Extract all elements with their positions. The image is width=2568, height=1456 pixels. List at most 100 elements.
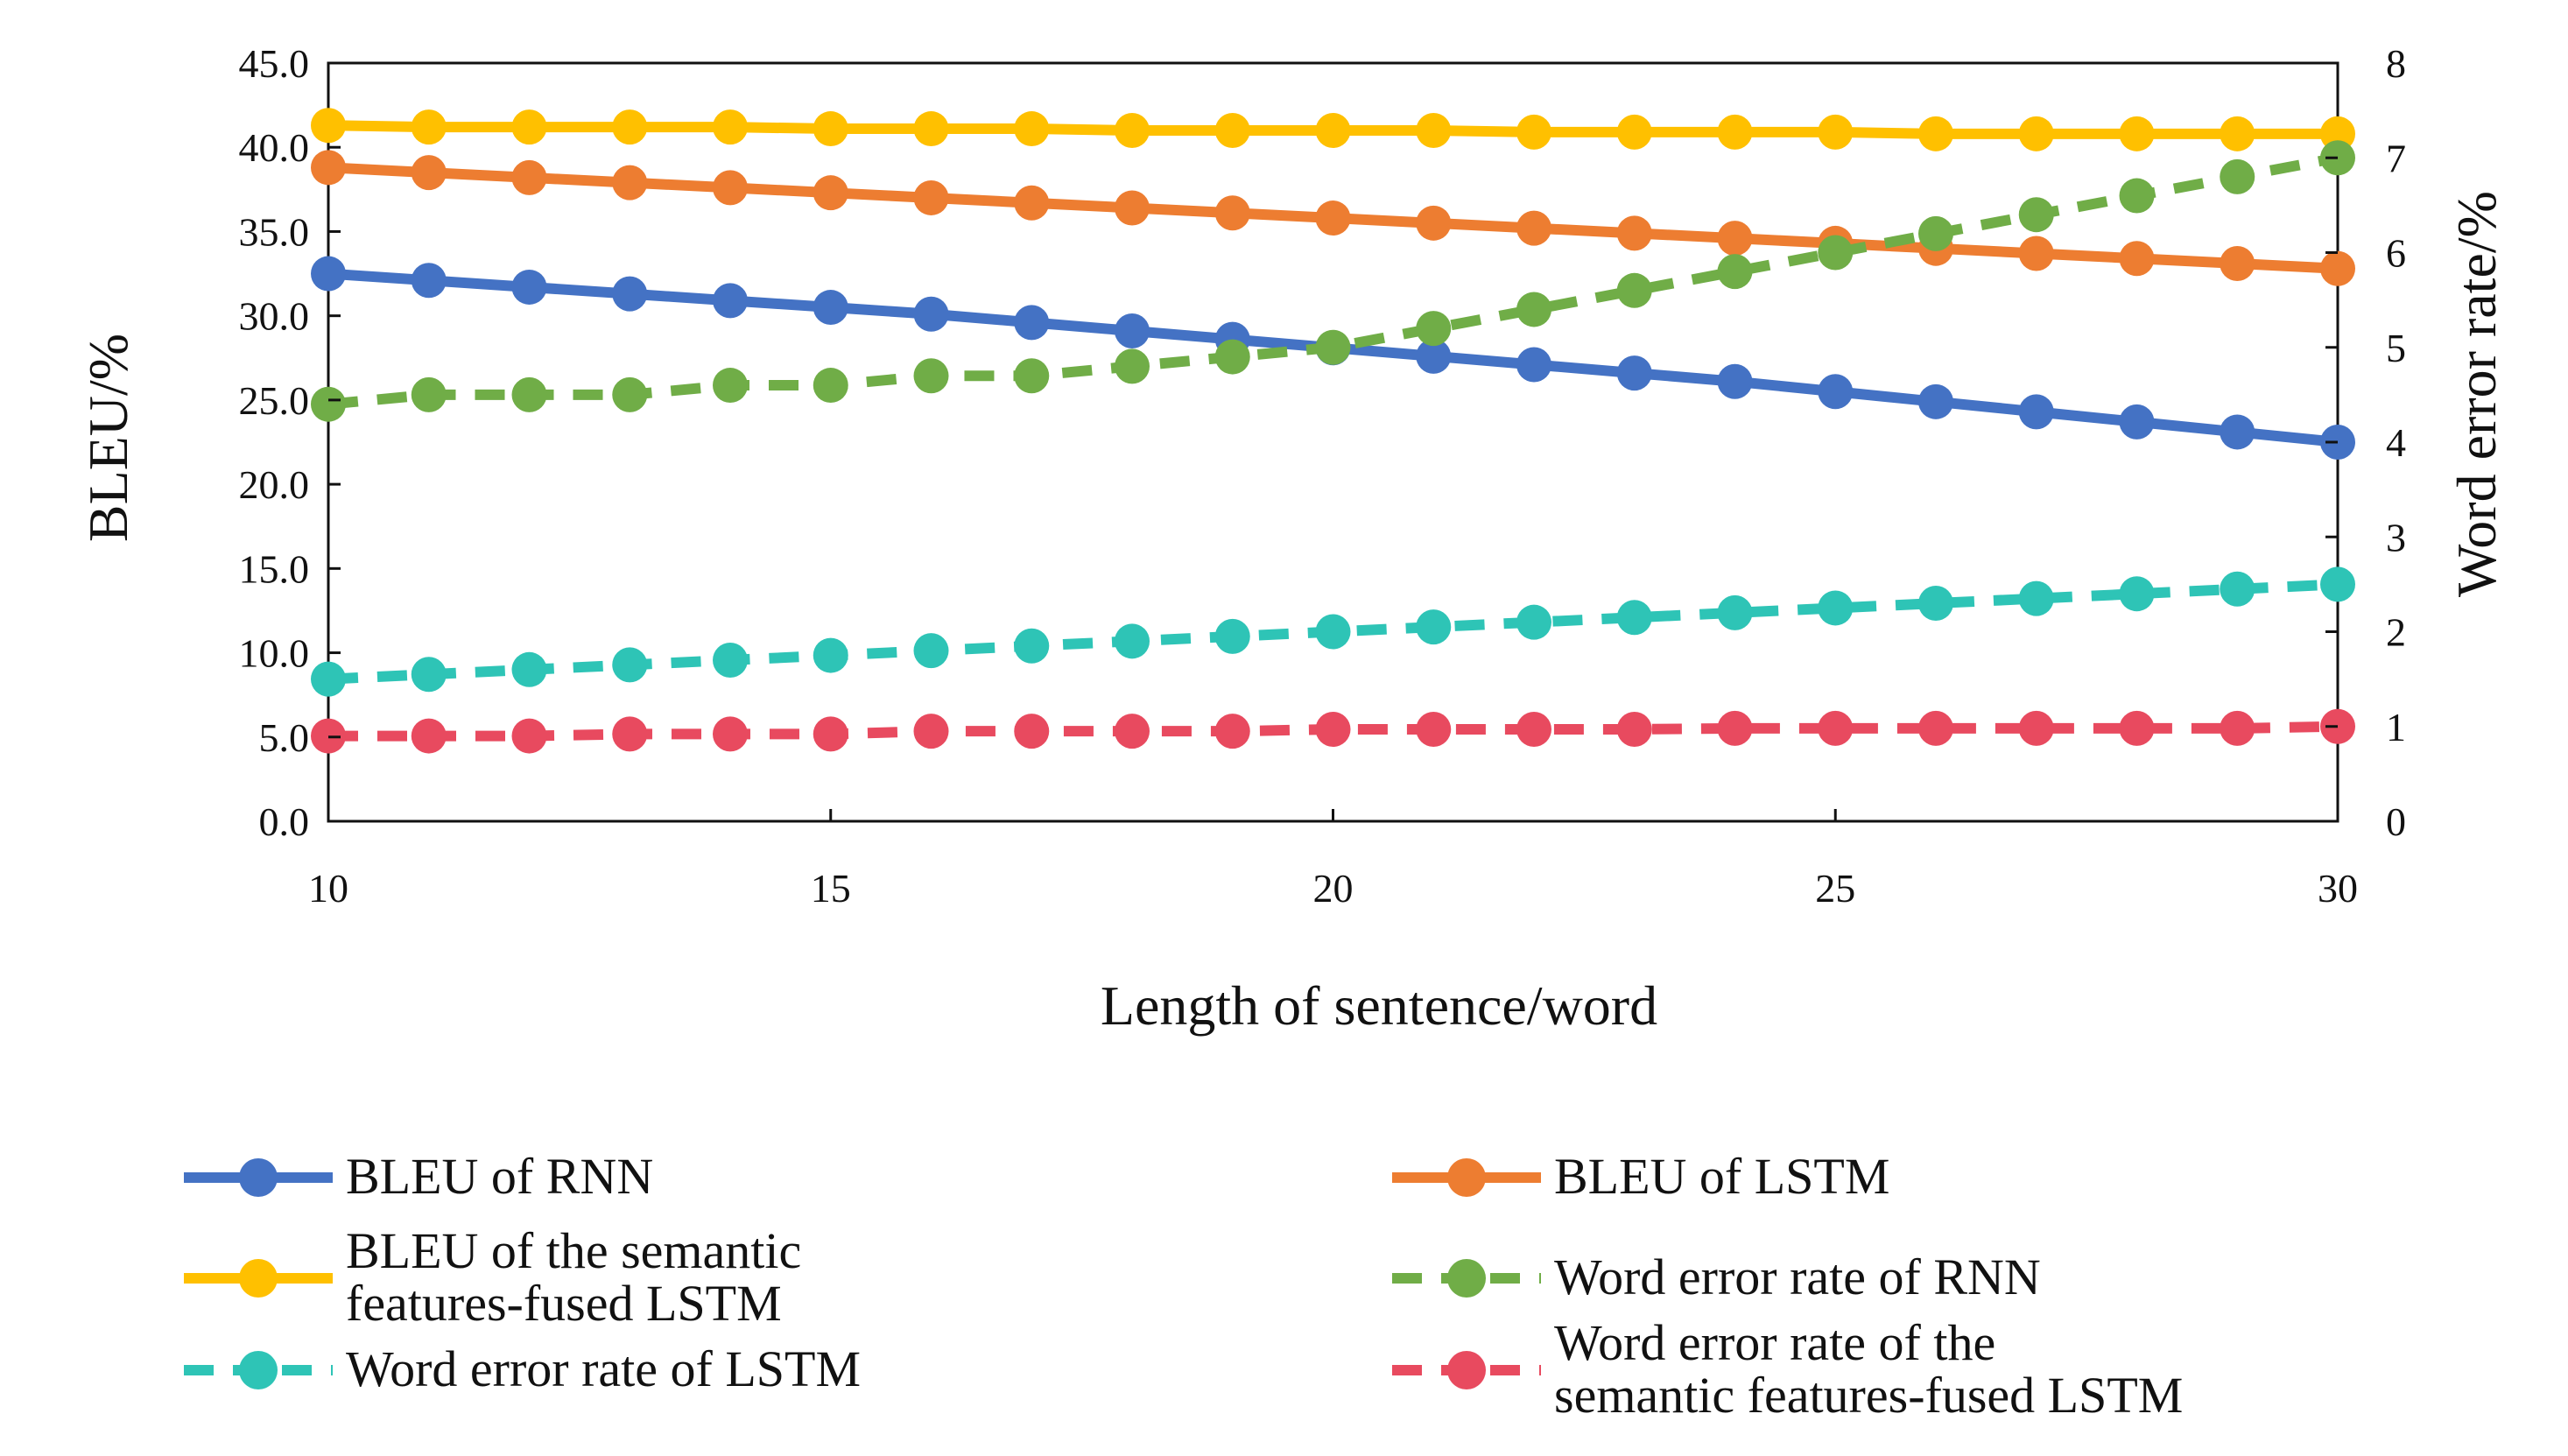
data-point xyxy=(1616,215,1652,251)
y-left-tick-label: 20.0 xyxy=(239,462,310,507)
data-point xyxy=(411,155,447,191)
data-point xyxy=(1014,358,1050,394)
data-point xyxy=(1516,604,1551,640)
legend-item: Word error rate of RNN xyxy=(1392,1249,2041,1305)
data-point xyxy=(311,386,346,422)
data-point xyxy=(1416,609,1452,645)
data-point xyxy=(1014,305,1050,341)
data-point xyxy=(2018,197,2054,233)
data-point xyxy=(1616,114,1652,150)
data-point xyxy=(1214,112,1250,148)
data-point xyxy=(612,647,648,683)
y-right-tick-label: 7 xyxy=(2386,136,2406,180)
legend-label: Word error rate of RNN xyxy=(1554,1249,2041,1305)
legend-item: Word error rate of LSTM xyxy=(184,1340,861,1397)
data-point xyxy=(411,109,447,145)
data-point xyxy=(1315,112,1351,148)
data-point xyxy=(1416,711,1452,747)
data-point xyxy=(612,376,648,412)
data-point xyxy=(411,376,447,412)
data-point xyxy=(1918,586,1953,622)
data-point xyxy=(2220,116,2255,151)
data-point xyxy=(311,256,346,292)
data-point xyxy=(2018,394,2054,430)
data-point xyxy=(1516,210,1551,246)
legend-label: BLEU of LSTM xyxy=(1554,1148,1889,1205)
data-point xyxy=(2220,710,2255,746)
y-right-tick-label: 1 xyxy=(2386,705,2406,749)
y-right-tick-label: 0 xyxy=(2386,799,2406,844)
y-left-tick-label: 10.0 xyxy=(239,631,310,676)
legend-label: Word error rate of the xyxy=(1554,1314,1995,1371)
data-point xyxy=(311,661,346,697)
data-point xyxy=(511,376,547,412)
data-point xyxy=(2320,250,2355,286)
data-point xyxy=(511,109,547,145)
data-point xyxy=(713,716,748,752)
data-point xyxy=(1214,339,1250,375)
data-point xyxy=(1416,112,1452,148)
legend-label: features-fused LSTM xyxy=(346,1275,782,1332)
data-point xyxy=(311,150,346,186)
data-point xyxy=(1818,235,1854,271)
data-point xyxy=(813,175,848,211)
data-point xyxy=(1717,594,1753,630)
legend: BLEU of RNN BLEU of LSTM BLEU of the seman… xyxy=(184,1148,2183,1424)
data-point xyxy=(1818,374,1854,410)
data-point xyxy=(1416,311,1452,347)
data-point xyxy=(813,111,848,147)
data-point xyxy=(511,718,547,754)
series-layer xyxy=(311,108,2355,754)
data-point xyxy=(1516,114,1551,150)
data-point xyxy=(913,111,949,147)
data-point xyxy=(713,368,748,404)
data-point xyxy=(913,714,949,749)
data-point xyxy=(1918,116,1953,151)
data-point xyxy=(713,109,748,145)
legend-swatch-marker xyxy=(239,1351,278,1389)
data-point xyxy=(1616,272,1652,308)
data-point xyxy=(511,269,547,305)
legend-label: BLEU of the semantic xyxy=(346,1222,801,1279)
data-point xyxy=(1717,221,1753,257)
data-point xyxy=(1315,711,1351,747)
data-point xyxy=(2119,710,2155,746)
data-point xyxy=(1516,711,1551,747)
data-point xyxy=(1918,383,1953,419)
series-2 xyxy=(311,108,2355,151)
data-point xyxy=(2220,246,2255,282)
series-3 xyxy=(311,140,2355,422)
data-point xyxy=(713,170,748,206)
x-tick-label: 15 xyxy=(811,866,851,911)
data-point xyxy=(1918,710,1953,746)
data-point xyxy=(2320,116,2355,151)
x-tick-label: 25 xyxy=(1815,866,1855,911)
data-point xyxy=(813,637,848,673)
data-point xyxy=(1416,338,1452,374)
data-point xyxy=(612,109,648,145)
data-point xyxy=(1115,714,1150,749)
data-point xyxy=(2018,236,2054,271)
data-point xyxy=(2119,178,2155,214)
axis-labels: Length of sentence/word BLEU/% Word erro… xyxy=(77,191,2508,1037)
data-point xyxy=(1214,618,1250,654)
y-right-tick-label: 4 xyxy=(2386,420,2406,465)
data-point xyxy=(1214,714,1250,749)
data-point xyxy=(1214,195,1250,231)
x-tick-label: 10 xyxy=(308,866,348,911)
data-point xyxy=(1717,114,1753,150)
data-point xyxy=(1115,190,1150,226)
data-point xyxy=(1115,623,1150,659)
series-1 xyxy=(311,150,2355,286)
x-tick-label: 30 xyxy=(2318,866,2358,911)
legend-swatch-marker xyxy=(1447,1259,1486,1298)
y-left-tick-label: 15.0 xyxy=(239,546,310,591)
data-point xyxy=(1717,363,1753,399)
y-axis-left-label: BLEU/% xyxy=(77,334,139,542)
y-left-tick-label: 30.0 xyxy=(239,294,310,339)
data-point xyxy=(1818,114,1854,150)
data-point xyxy=(713,642,748,678)
data-point xyxy=(411,263,447,299)
data-point xyxy=(1616,711,1652,747)
